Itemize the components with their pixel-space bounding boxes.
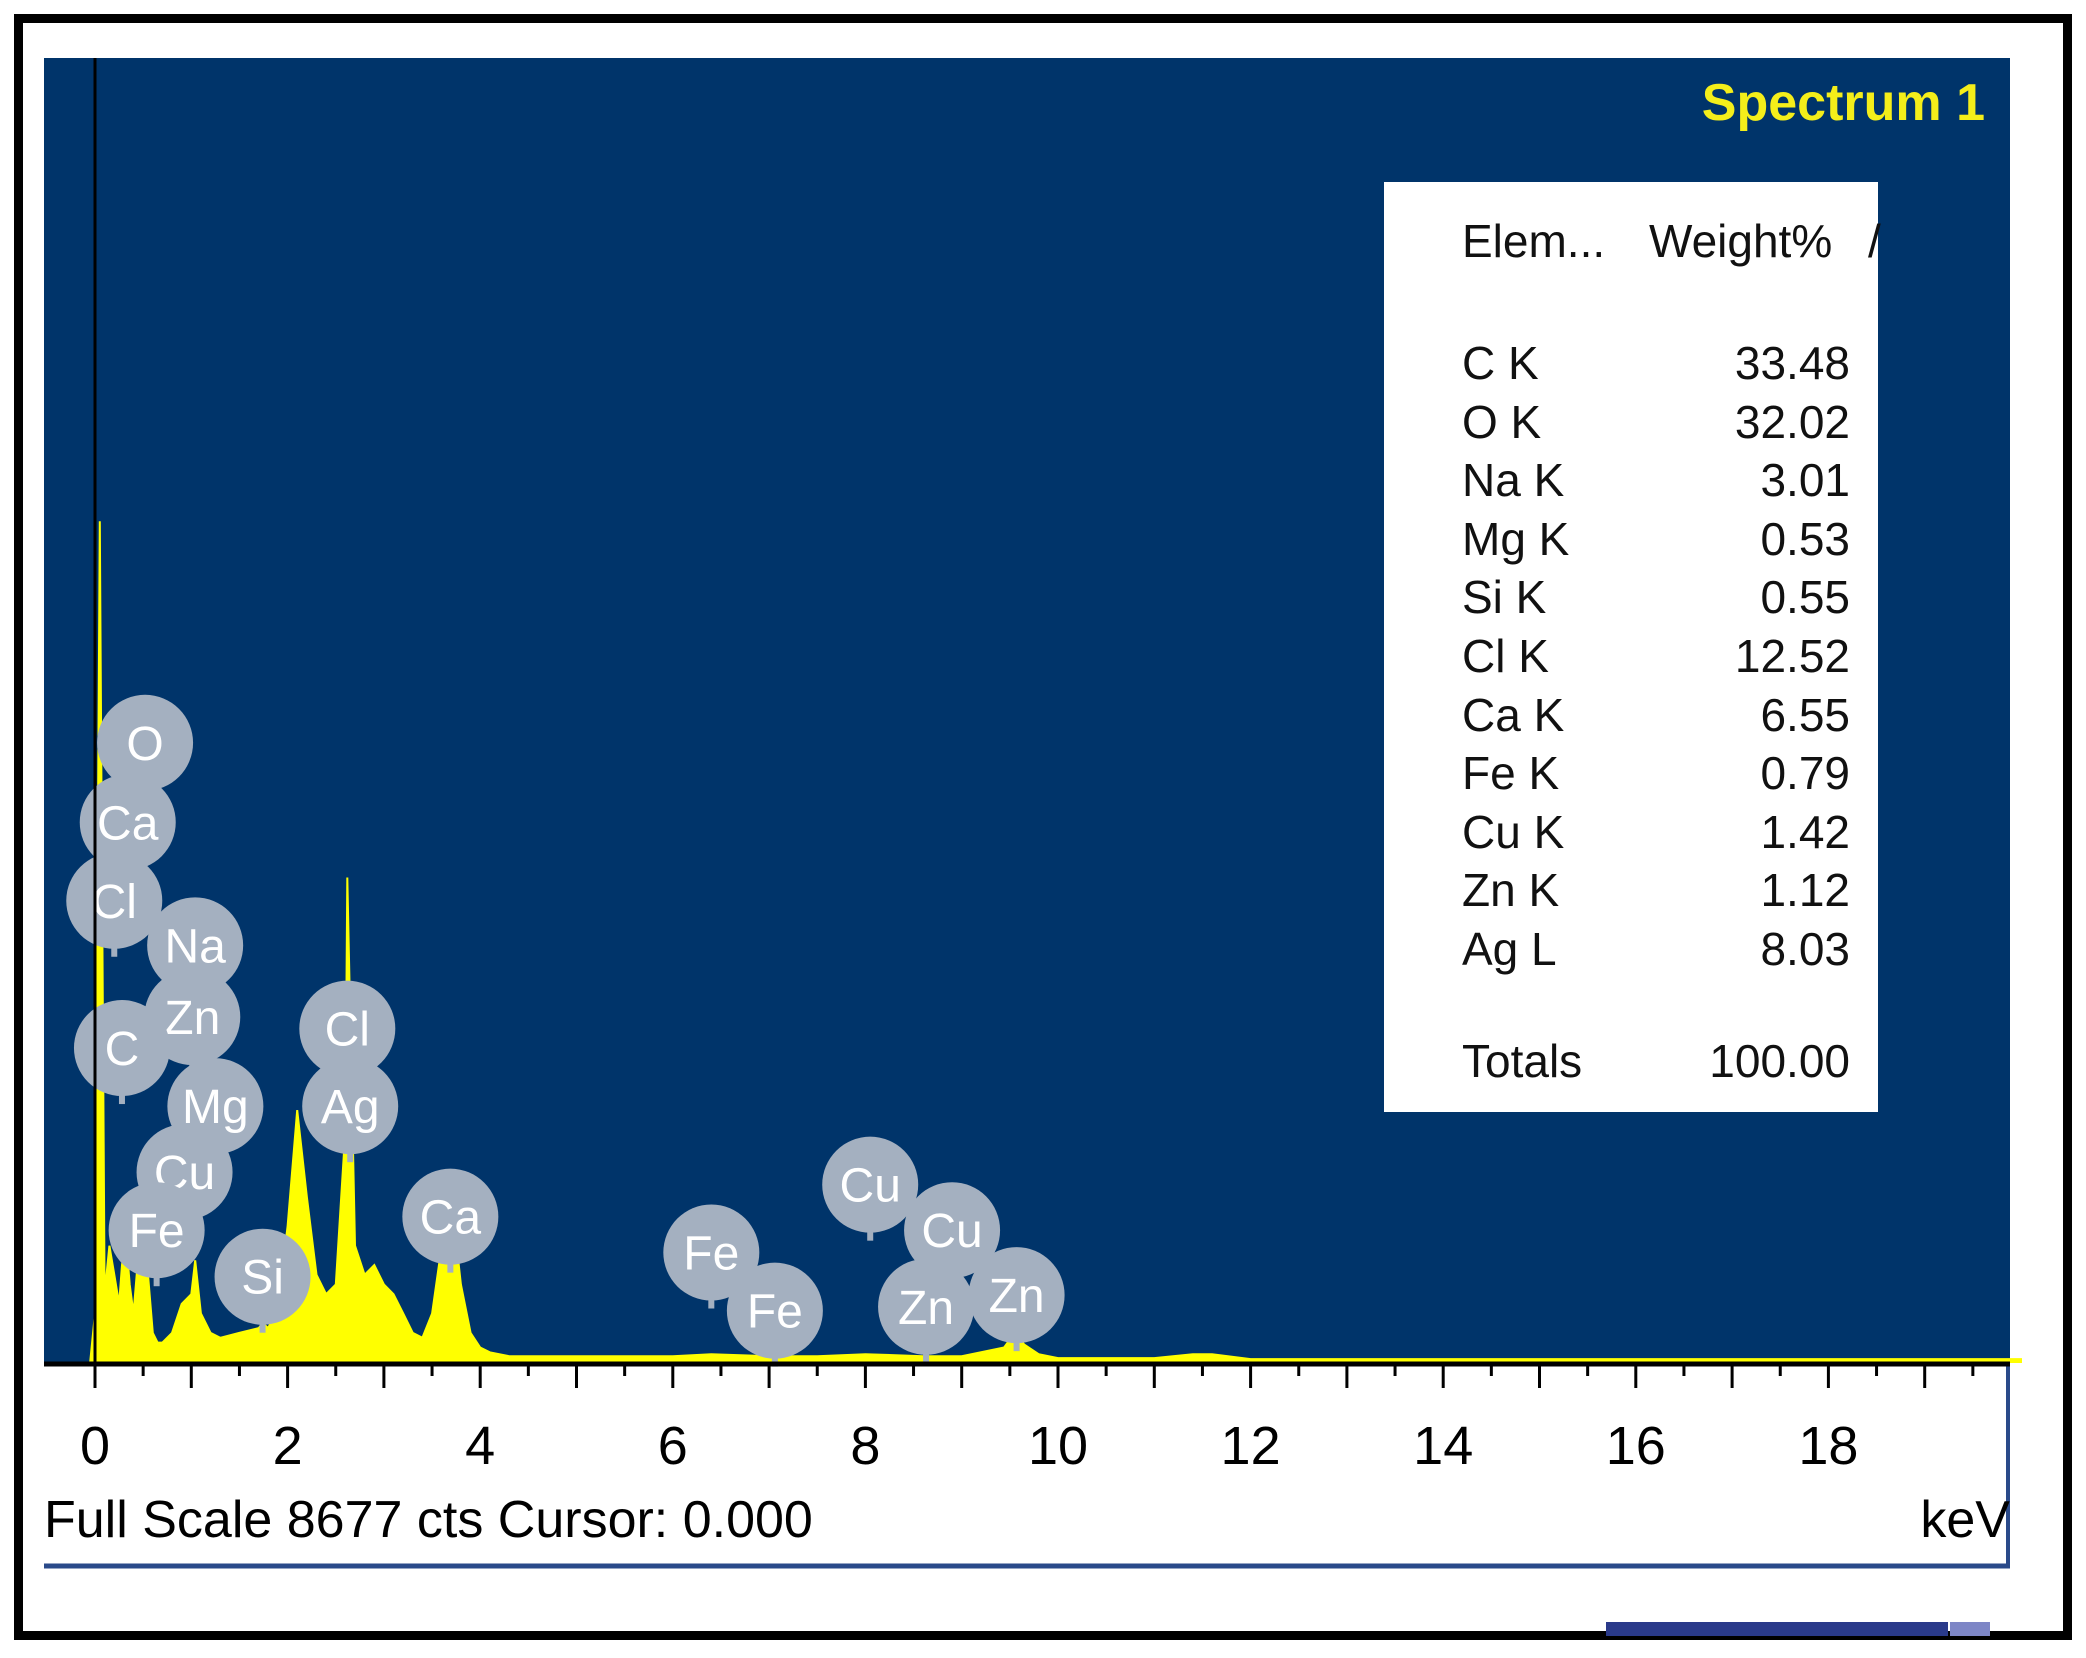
table-cell-element: Mg K: [1462, 512, 1570, 565]
table-cell-element: Zn K: [1462, 864, 1560, 917]
table-header-weight: Weight%: [1649, 215, 1833, 267]
table-cell-element: Si K: [1462, 571, 1547, 624]
x-tick-label: 6: [658, 1416, 688, 1476]
element-weight-table: Elem... Weight% / C K 33.48 O K 32.02 Na K 3.…: [1384, 182, 1881, 1112]
x-tick-label: 8: [850, 1416, 880, 1476]
full-scale-readout: Full Scale 8677 cts Cursor: 0.000: [44, 1491, 813, 1549]
x-tick-label: 4: [465, 1416, 495, 1476]
peak-label-fe: Fe: [726, 1262, 823, 1367]
x-axis-ticks: 0 2 4 6 8 10 12 14 16 18: [80, 1364, 1975, 1476]
scrollbar-thumb[interactable]: [1950, 1622, 1990, 1636]
chart-title: Spectrum 1: [1702, 74, 1985, 132]
peak-label-text: Zn: [989, 1270, 1045, 1323]
peak-label-badge: [726, 1262, 823, 1359]
peak-label-si: Si: [214, 1228, 311, 1333]
table-cell-element: Cu K: [1462, 805, 1565, 858]
table-cell-weight: 8.03: [1760, 923, 1850, 975]
peak-label-cl: Cl: [66, 852, 163, 957]
peak-label-badge: [878, 1258, 975, 1355]
peak-label-text: Cl: [92, 876, 137, 929]
peak-label-badge: [663, 1204, 760, 1301]
peak-label-badge: [73, 1000, 170, 1097]
table-cell-element: Ag L: [1462, 923, 1557, 975]
peak-label-text: Si: [241, 1252, 284, 1305]
peak-label-cu: Cu: [904, 1182, 1001, 1287]
peak-label-cu: Cu: [822, 1136, 919, 1241]
peak-label-text: Cu: [921, 1205, 982, 1258]
peak-label-zn: Zn: [878, 1258, 975, 1363]
table-cell-element: Cl K: [1462, 630, 1549, 682]
table-cell-weight: 0.55: [1760, 571, 1850, 624]
peak-label-fe: Fe: [663, 1204, 760, 1309]
axis-panel: [44, 1364, 2010, 1564]
table-cell-element: Fe K: [1462, 747, 1560, 800]
peak-label-badge: [66, 852, 163, 949]
totals-label: Totals: [1462, 1035, 1583, 1087]
peak-label-text: Cl: [325, 1004, 370, 1057]
x-tick-label: 16: [1606, 1416, 1666, 1476]
peak-label-text: Na: [164, 920, 226, 973]
peak-label-badge: [904, 1182, 1001, 1279]
peak-label-text: O: [126, 718, 163, 771]
peak-label-text: Fe: [129, 1205, 185, 1258]
x-tick-label: 14: [1413, 1416, 1473, 1476]
peak-label-badge: [97, 694, 194, 791]
x-tick-label: 0: [80, 1416, 110, 1476]
peak-label-text: Zn: [898, 1282, 954, 1335]
table-cell-weight: 0.53: [1760, 512, 1850, 565]
table-cell-element: Na K: [1462, 454, 1565, 507]
peak-label-c: C: [73, 1000, 170, 1105]
table-cell-element: C K: [1462, 337, 1539, 389]
x-tick-label: 2: [273, 1416, 303, 1476]
peak-label-badge: [214, 1228, 311, 1325]
table-cell-weight: 6.55: [1760, 688, 1850, 741]
peak-label-badge: [968, 1247, 1065, 1344]
peak-label-text: Cu: [840, 1160, 901, 1213]
peak-label-text: Fe: [747, 1286, 803, 1339]
peak-label-zn: Zn: [968, 1247, 1065, 1352]
table-cell-element: O K: [1462, 395, 1542, 448]
table-cell-weight: 1.12: [1760, 864, 1850, 917]
table-cell-weight: 32.02: [1734, 395, 1850, 448]
x-tick-label: 18: [1798, 1416, 1858, 1476]
table-cell-weight: 33.48: [1734, 337, 1850, 389]
x-tick-label: 12: [1221, 1416, 1281, 1476]
peak-label-badge: [402, 1168, 499, 1265]
peak-label-text: Ca: [420, 1192, 482, 1245]
peak-label-badge: [302, 1058, 399, 1155]
peak-label-badge: [79, 774, 176, 871]
peak-label-cl: Cl: [299, 980, 396, 1085]
peak-label-ag: Ag: [302, 1058, 399, 1163]
totals-value: 100.00: [1709, 1035, 1850, 1087]
x-tick-label: 10: [1028, 1416, 1088, 1476]
peak-label-fe: Fe: [108, 1182, 205, 1287]
table-header-element: Elem...: [1462, 215, 1606, 267]
peak-label-text: Ag: [321, 1081, 380, 1134]
peak-label-badge: [822, 1136, 919, 1233]
table-cell-weight: 0.79: [1760, 747, 1850, 800]
peak-label-text: Zn: [164, 992, 220, 1045]
peak-label-ca: Ca: [402, 1168, 499, 1273]
table-cell-weight: 3.01: [1760, 454, 1850, 507]
peak-label-text: Ca: [97, 797, 159, 850]
peak-label-ca: Ca: [79, 774, 176, 879]
table-cell-weight: 1.42: [1760, 805, 1850, 858]
peak-label-badge: [108, 1182, 205, 1279]
peak-label-text: Fe: [683, 1228, 739, 1281]
table-cell-weight: 12.52: [1734, 630, 1850, 682]
table-header-overflow: /: [1868, 215, 1881, 267]
peak-label-text: C: [105, 1023, 140, 1076]
peak-label-badge: [147, 897, 244, 994]
scrollbar-track[interactable]: [1606, 1622, 1948, 1636]
table-cell-element: Ca K: [1462, 688, 1565, 741]
x-axis-unit: keV: [1920, 1491, 2010, 1549]
peak-label-badge: [299, 980, 396, 1077]
